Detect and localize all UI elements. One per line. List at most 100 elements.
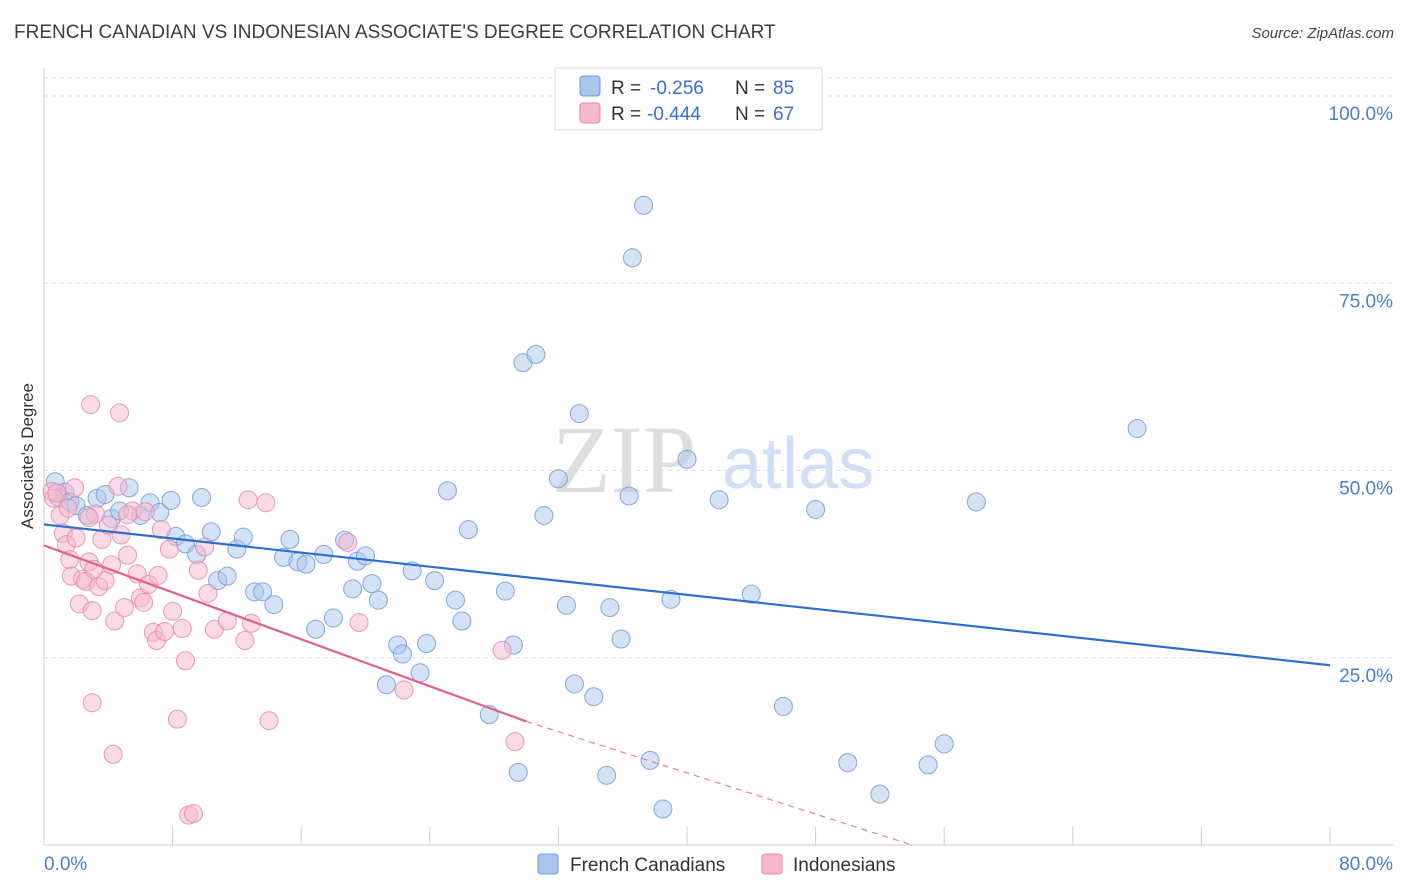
french-canadian-point-40 [376, 675, 396, 695]
french-canadian-point-75 [773, 696, 793, 716]
french-canadian-point-81 [966, 492, 986, 512]
french-canadian-point-59 [556, 595, 576, 615]
indonesian-point-65 [148, 565, 168, 585]
french-canadian-point-48 [446, 590, 466, 610]
y-tick-label-3: 100.0% [1329, 104, 1394, 125]
indonesian-point-64 [58, 498, 78, 518]
french-canadian-point-26 [264, 595, 284, 615]
french-canadian-point-70 [653, 799, 673, 819]
indonesian-point-9 [66, 528, 86, 548]
french-canadian-point-31 [306, 619, 326, 639]
stats-swatch-french [579, 75, 601, 97]
french-canadian-point-18 [192, 487, 212, 507]
indonesian-point-25 [118, 545, 138, 565]
indonesian-point-19 [98, 515, 118, 535]
y-tick-label-2: 75.0% [1339, 291, 1393, 312]
indonesian-point-36 [163, 601, 183, 621]
x-tick-label-max: 80.0% [1339, 854, 1393, 875]
indonesian-point-34 [155, 622, 175, 642]
french-canadian-point-56 [526, 344, 546, 364]
stats-r-value-indonesian: -0.444 [647, 104, 701, 125]
french-canadian-point-21 [217, 566, 237, 586]
legend-swatch-french [537, 853, 559, 875]
french-canadian-point-66 [619, 486, 639, 506]
french-canadian-point-49 [452, 611, 472, 631]
indonesian-point-52 [82, 693, 102, 713]
french-canadian-point-42 [392, 644, 412, 664]
french-canadian-point-69 [640, 750, 660, 770]
french-canadian-point-80 [934, 734, 954, 754]
french-canadian-point-76 [806, 499, 826, 519]
y-tick-labels: 25.0% 50.0% 75.0% 100.0% [1329, 104, 1394, 687]
stats-n-label-indonesian: N = [735, 104, 765, 125]
french-canadian-point-46 [425, 571, 445, 591]
y-tick-label-1: 50.0% [1339, 479, 1393, 500]
stats-r-label-indonesian: R = [611, 104, 641, 125]
french-canadian-point-77 [838, 753, 858, 773]
french-canadian-point-30 [296, 554, 316, 574]
stats-n-value-indonesian: 67 [773, 104, 794, 125]
french-canadian-point-62 [584, 687, 604, 707]
french-canadian-point-39 [368, 590, 388, 610]
stats-legend: R = -0.256 N = 85 R = -0.444 N = 67 [554, 67, 823, 131]
french-canadian-point-47 [437, 481, 457, 501]
indonesian-point-8 [65, 478, 85, 498]
indonesian-point-56 [349, 613, 369, 633]
french-canadian-point-64 [600, 598, 620, 618]
indonesian-point-2 [47, 483, 67, 503]
y-axis-label: Associate's Degree [18, 383, 37, 529]
french-canadian-point-54 [508, 762, 528, 782]
trend-line-indonesians-extrapolated [526, 720, 913, 846]
french-canadian-point-63 [597, 765, 617, 785]
axes [43, 68, 1393, 846]
french-canadian-point-65 [611, 629, 631, 649]
french-canadian-point-79 [918, 755, 938, 775]
french-canadian-point-60 [564, 674, 584, 694]
indonesian-point-33 [151, 520, 171, 540]
french-canadian-point-74 [741, 584, 761, 604]
indonesian-point-29 [134, 592, 154, 612]
stats-swatch-indonesian [579, 102, 601, 124]
indonesian-point-38 [172, 619, 192, 639]
indonesian-point-53 [103, 744, 123, 764]
french-canadian-point-61 [569, 404, 589, 424]
indonesian-point-14 [82, 601, 102, 621]
indonesian-point-58 [492, 640, 512, 660]
indonesian-point-49 [259, 711, 279, 731]
indonesian-point-35 [159, 539, 179, 559]
legend-label-indonesian: Indonesians [793, 855, 895, 876]
watermark: ZIP atlas [552, 406, 874, 513]
french-canadian-point-50 [458, 520, 478, 540]
indonesian-point-51 [110, 403, 130, 423]
stats-r-value-french: -0.256 [650, 78, 704, 99]
indonesian-point-61 [118, 505, 138, 525]
indonesian-point-24 [114, 598, 134, 618]
french-canadian-point-52 [495, 581, 515, 601]
indonesian-point-41 [183, 804, 203, 824]
french-canadian-point-14 [161, 490, 181, 510]
french-canadian-point-23 [233, 527, 253, 547]
french-canadian-point-38 [362, 574, 382, 594]
french-canadian-point-35 [343, 579, 363, 599]
scatter-points [42, 195, 1147, 825]
french-canadian-point-72 [677, 449, 697, 469]
french-canadian-point-78 [870, 784, 890, 804]
legend-label-french: French Canadians [570, 855, 725, 876]
french-canadian-point-28 [280, 529, 300, 549]
french-canadian-point-45 [417, 634, 437, 654]
chart-title: FRENCH CANADIAN VS INDONESIAN ASSOCIATE'… [14, 22, 776, 43]
indonesian-point-55 [338, 532, 358, 552]
stats-n-label-french: N = [735, 78, 765, 99]
french-canadian-point-68 [634, 195, 654, 215]
indonesian-point-46 [235, 631, 255, 651]
indonesian-point-43 [198, 583, 218, 603]
french-canadian-point-44 [410, 663, 430, 683]
indonesian-point-23 [111, 525, 131, 545]
legend-swatch-indonesian [761, 853, 783, 875]
bottom-legend: French Canadians Indonesians [537, 853, 895, 876]
french-canadian-point-58 [548, 469, 568, 489]
french-canadian-point-67 [622, 248, 642, 268]
french-canadian-point-73 [709, 490, 729, 510]
trend-line-french-canadians [43, 523, 1331, 667]
